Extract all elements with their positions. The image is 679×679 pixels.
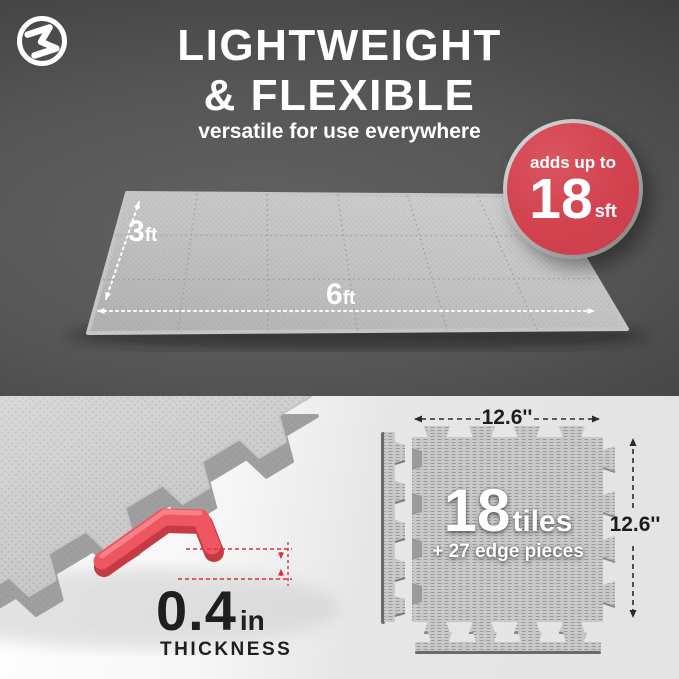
depth-unit: ft [144, 225, 158, 246]
tile-count-value: 18 [443, 477, 511, 544]
depth-arrow [105, 201, 140, 300]
tile-count-callout: 18 tiles + 27 edge pieces [418, 477, 598, 563]
foam-red-edge [93, 508, 224, 577]
tile-diagram-panel: 12.6'' 12.6'' 18 tiles + 27 edge pieces [360, 396, 679, 679]
area-badge-face: adds up to 18 sft [507, 123, 639, 255]
width-unit: ft [342, 288, 356, 309]
edge-strip-bottom [415, 632, 601, 654]
badge-unit: sft [594, 201, 617, 222]
tile-count-label: tiles [512, 505, 573, 538]
bottom-band: 0.4 in THICKNESS [0, 394, 679, 679]
thickness-label: THICKNESS [160, 639, 293, 660]
thickness-value: 0.4 in [156, 578, 265, 643]
area-badge: adds up to 18 sft [503, 119, 643, 259]
depth-value: 3 [128, 215, 145, 248]
width-value: 6 [326, 278, 343, 311]
hero-title-line1: LIGHTWEIGHT [177, 21, 502, 70]
foam-top-shine [0, 396, 310, 595]
floor-shadow [0, 568, 340, 648]
hero-section: LIGHTWEIGHT & FLEXIBLE versatile for use… [0, 0, 679, 396]
brand-logo [17, 16, 67, 66]
foam-closeup [0, 394, 340, 648]
top-dimension-label: 12.6'' [481, 406, 533, 429]
depth-label: 3ft [128, 215, 157, 249]
badge-prefix: adds up to [530, 153, 616, 172]
tile-top-view [412, 426, 616, 634]
edge-pieces-note: + 27 edge pieces [432, 541, 584, 562]
thickness-unit: in [239, 605, 265, 636]
hero-title-line2: & FLEXIBLE [203, 71, 476, 120]
badge-value: 18 [529, 167, 593, 231]
mat-illustration [68, 191, 648, 349]
hero-subtitle: versatile for use everywhere [198, 120, 481, 143]
edge-strip-left [381, 432, 406, 624]
thickness-number: 0.4 [156, 579, 237, 642]
tile-diagram [381, 415, 637, 654]
m-monogram-icon [24, 24, 60, 59]
width-label: 6ft [326, 278, 355, 312]
thickness-measure-lines [178, 542, 292, 586]
right-dimension-label: 12.6'' [609, 513, 661, 536]
foam-closeup-panel: 0.4 in THICKNESS [0, 394, 360, 679]
